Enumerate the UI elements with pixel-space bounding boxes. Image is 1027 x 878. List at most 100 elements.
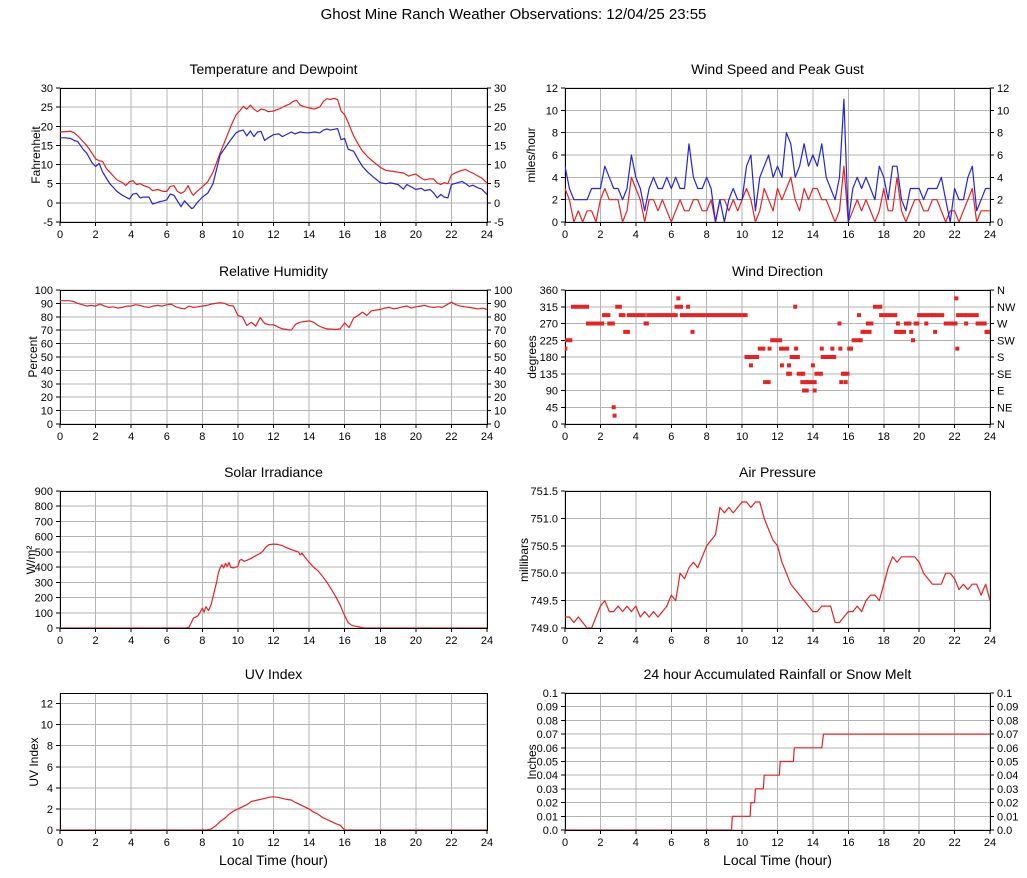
chart-title: Wind Direction xyxy=(731,263,824,279)
svg-text:N: N xyxy=(997,285,1005,297)
svg-text:25: 25 xyxy=(494,102,506,114)
svg-text:0.01: 0.01 xyxy=(997,811,1018,823)
svg-text:22: 22 xyxy=(948,229,960,241)
svg-text:8: 8 xyxy=(47,741,53,753)
chart-title: Relative Humidity xyxy=(219,263,328,279)
svg-text:8: 8 xyxy=(552,128,558,140)
svg-text:20: 20 xyxy=(494,121,506,133)
svg-text:16: 16 xyxy=(339,229,351,241)
svg-text:180: 180 xyxy=(540,352,558,364)
y-axis-label: Percent xyxy=(26,336,40,378)
svg-text:50: 50 xyxy=(41,352,53,364)
chart-title: Temperature and Dewpoint xyxy=(189,61,358,77)
svg-text:14: 14 xyxy=(303,229,315,241)
x-axis-label: Local Time (hour) xyxy=(723,852,832,868)
svg-text:N: N xyxy=(997,419,1005,431)
svg-text:14: 14 xyxy=(303,431,315,443)
svg-text:0.04: 0.04 xyxy=(537,770,558,782)
svg-text:22: 22 xyxy=(445,635,457,647)
svg-text:20: 20 xyxy=(410,229,422,241)
svg-text:22: 22 xyxy=(948,837,960,849)
svg-text:50: 50 xyxy=(494,352,506,364)
svg-text:18: 18 xyxy=(878,431,890,443)
svg-text:751.5: 751.5 xyxy=(530,486,558,498)
svg-text:6: 6 xyxy=(668,837,674,849)
svg-text:10: 10 xyxy=(494,406,506,418)
svg-text:20: 20 xyxy=(410,635,422,647)
svg-text:10: 10 xyxy=(736,431,748,443)
svg-text:4: 4 xyxy=(552,172,558,184)
svg-text:6: 6 xyxy=(164,431,170,443)
svg-text:2: 2 xyxy=(93,635,99,647)
svg-text:W: W xyxy=(997,319,1008,331)
svg-text:4: 4 xyxy=(128,229,134,241)
svg-text:12: 12 xyxy=(41,699,53,711)
svg-text:0.01: 0.01 xyxy=(537,811,558,823)
svg-text:135: 135 xyxy=(540,369,558,381)
svg-text:10: 10 xyxy=(41,720,53,732)
svg-text:90: 90 xyxy=(41,298,53,310)
svg-text:0: 0 xyxy=(562,635,568,647)
chart-title: Solar Irradiance xyxy=(224,464,323,480)
svg-text:16: 16 xyxy=(842,635,854,647)
svg-text:4: 4 xyxy=(997,172,1003,184)
svg-text:0: 0 xyxy=(57,635,63,647)
svg-text:4: 4 xyxy=(128,431,134,443)
svg-text:4: 4 xyxy=(633,431,639,443)
svg-text:10: 10 xyxy=(736,837,748,849)
svg-text:10: 10 xyxy=(232,229,244,241)
svg-text:0: 0 xyxy=(47,825,53,837)
svg-text:12: 12 xyxy=(267,635,279,647)
y-axis-label: UV Index xyxy=(27,736,41,787)
svg-text:80: 80 xyxy=(41,312,53,324)
svg-text:16: 16 xyxy=(842,837,854,849)
svg-text:8: 8 xyxy=(199,431,205,443)
svg-text:0: 0 xyxy=(47,623,53,635)
y-axis-label: W/m² xyxy=(24,545,38,574)
svg-text:14: 14 xyxy=(807,837,819,849)
svg-text:0: 0 xyxy=(57,431,63,443)
svg-text:E: E xyxy=(997,386,1004,398)
svg-text:4: 4 xyxy=(128,635,134,647)
chart-title: UV Index xyxy=(244,666,303,682)
svg-text:6: 6 xyxy=(164,229,170,241)
svg-text:8: 8 xyxy=(704,431,710,443)
svg-text:-5: -5 xyxy=(43,217,53,229)
svg-text:90: 90 xyxy=(546,386,558,398)
svg-text:22: 22 xyxy=(948,431,960,443)
svg-text:24: 24 xyxy=(481,431,493,443)
svg-text:0: 0 xyxy=(562,837,568,849)
svg-text:0.07: 0.07 xyxy=(537,729,558,741)
svg-text:100: 100 xyxy=(494,285,512,297)
svg-text:24: 24 xyxy=(481,635,493,647)
chart-title: Wind Speed and Peak Gust xyxy=(691,61,864,77)
svg-text:750.0: 750.0 xyxy=(530,568,558,580)
svg-text:24: 24 xyxy=(481,229,493,241)
svg-text:2: 2 xyxy=(597,229,603,241)
svg-text:0.06: 0.06 xyxy=(537,743,558,755)
svg-text:6: 6 xyxy=(47,762,53,774)
svg-text:14: 14 xyxy=(807,229,819,241)
svg-text:70: 70 xyxy=(41,325,53,337)
y-axis-label: Fahrenheit xyxy=(29,126,43,184)
svg-text:14: 14 xyxy=(303,837,315,849)
svg-text:0.09: 0.09 xyxy=(537,702,558,714)
svg-text:0: 0 xyxy=(47,419,53,431)
chart-title: 24 hour Accumulated Rainfall or Snow Mel… xyxy=(643,666,912,682)
svg-text:12: 12 xyxy=(546,83,558,95)
svg-text:4: 4 xyxy=(633,635,639,647)
svg-text:10: 10 xyxy=(232,635,244,647)
svg-text:8: 8 xyxy=(199,837,205,849)
svg-text:14: 14 xyxy=(807,635,819,647)
svg-text:8: 8 xyxy=(704,837,710,849)
svg-text:100: 100 xyxy=(35,285,53,297)
svg-text:2: 2 xyxy=(93,229,99,241)
svg-text:12: 12 xyxy=(267,229,279,241)
svg-text:300: 300 xyxy=(35,577,53,589)
svg-text:8: 8 xyxy=(199,229,205,241)
y-axis-label: miles/hour xyxy=(524,127,538,183)
